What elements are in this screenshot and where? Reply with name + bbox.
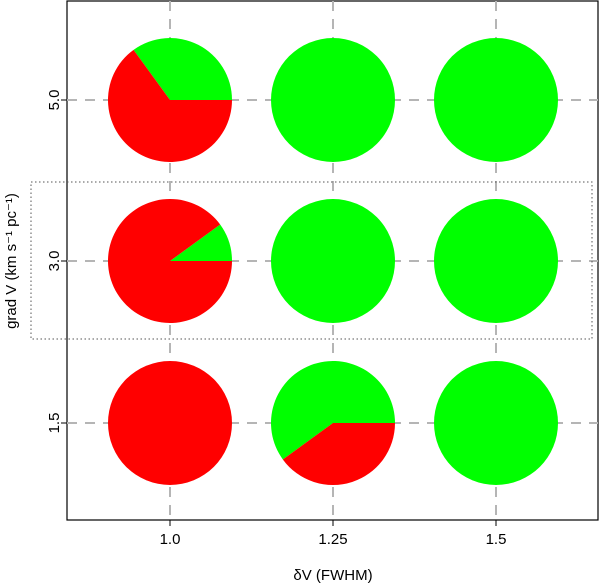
- pie-1.5-5.0: [434, 38, 558, 162]
- pie-slice-green: [434, 199, 558, 323]
- pie-slice-red: [108, 361, 232, 485]
- y-tick-label-1: 1.5: [46, 413, 63, 434]
- x-tick-label-3: 1.5: [486, 531, 507, 548]
- pie-slice-red: [107, 49, 232, 163]
- pie-slice-red: [107, 199, 233, 324]
- x-tick-label-2: 1.25: [318, 531, 347, 548]
- pie-slice-green: [170, 224, 232, 261]
- pie-slice-green: [271, 199, 395, 323]
- pie-1.25-1.5: [270, 360, 395, 485]
- pie-slice-green: [271, 38, 395, 162]
- pie-1.0-1.5: [108, 361, 232, 485]
- pie-slice-green: [434, 38, 558, 162]
- pie-slice-green: [434, 361, 558, 485]
- pie-1.0-3.0: [107, 199, 233, 324]
- pie-1.25-5.0: [271, 38, 395, 162]
- pie-1.5-1.5: [434, 361, 558, 485]
- pies: [107, 38, 558, 485]
- pie-1.0-5.0: [107, 38, 232, 163]
- tick-marks: [61, 99, 497, 526]
- pie-slice-green: [133, 38, 232, 100]
- y-tick-label-3: 5.0: [46, 90, 63, 111]
- y-axis-label: grad V (km s⁻¹ pc⁻¹): [3, 193, 20, 329]
- pie-1.5-3.0: [434, 199, 558, 323]
- x-axis-label: δV (FWHM): [293, 567, 372, 584]
- pie-slice-red: [282, 423, 395, 485]
- x-tick-label-1: 1.0: [160, 531, 181, 548]
- y-tick-label-2: 3.0: [46, 251, 63, 272]
- pie-slice-green: [270, 360, 395, 460]
- pie-1.25-3.0: [271, 199, 395, 323]
- highlight-box: [30, 181, 593, 340]
